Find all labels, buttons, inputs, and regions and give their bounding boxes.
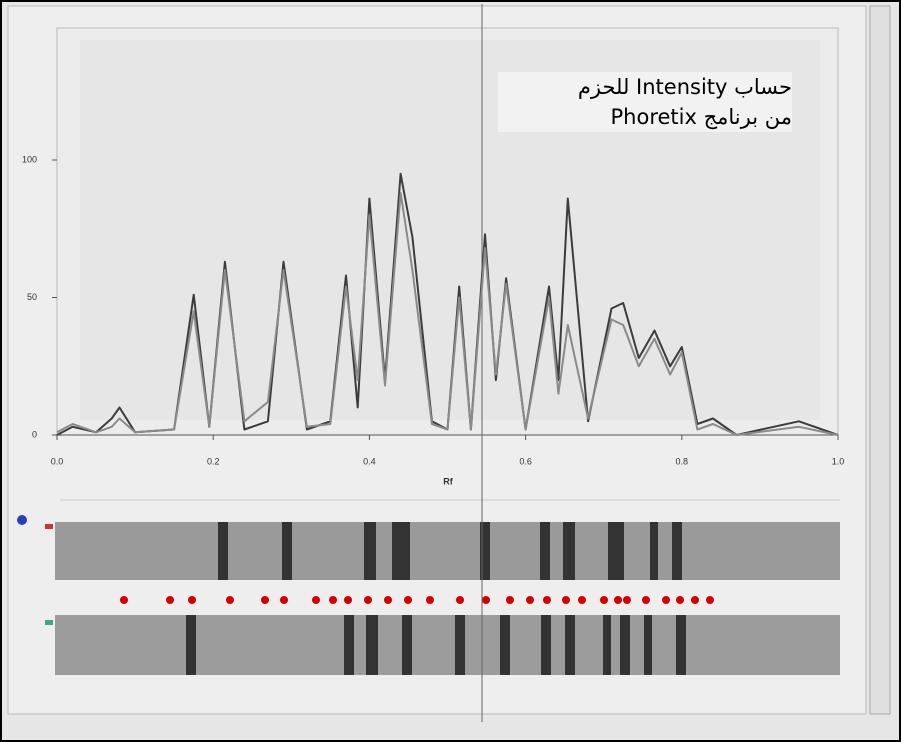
x-tick-label: 0.4 (363, 456, 376, 466)
y-tick-label: 50 (27, 292, 37, 302)
x-tick-label: 0.8 (676, 456, 689, 466)
y-tick-label: 100 (22, 154, 37, 164)
lane-icon (17, 515, 27, 525)
annotation: من برنامج Phoretix (498, 102, 792, 132)
lane-image (55, 522, 840, 580)
x-tick-label: 1.0 (832, 456, 845, 466)
lane-marker (45, 620, 53, 625)
page: Rf 0 50 100 0.0 0.2 0.4 0.6 0.8 1.0 حساب Intensi… (0, 0, 901, 742)
y-tick-label: 0 (32, 429, 37, 439)
x-tick-label: 0.2 (207, 456, 220, 466)
annotation: حساب Intensity للحزم (498, 72, 792, 102)
x-axis-label: Rf (443, 476, 453, 486)
lane-marker (45, 524, 53, 529)
x-tick-label: 0.6 (519, 456, 532, 466)
x-tick-label: 0.0 (51, 456, 64, 466)
annotation-box: حساب Intensity للحزم من برنامج Phoretix (498, 72, 792, 132)
scrollbar (870, 6, 890, 714)
lane-image (55, 615, 840, 675)
window: Rf 0 50 100 0.0 0.2 0.4 0.6 0.8 1.0 حساب Intensi… (0, 0, 901, 742)
